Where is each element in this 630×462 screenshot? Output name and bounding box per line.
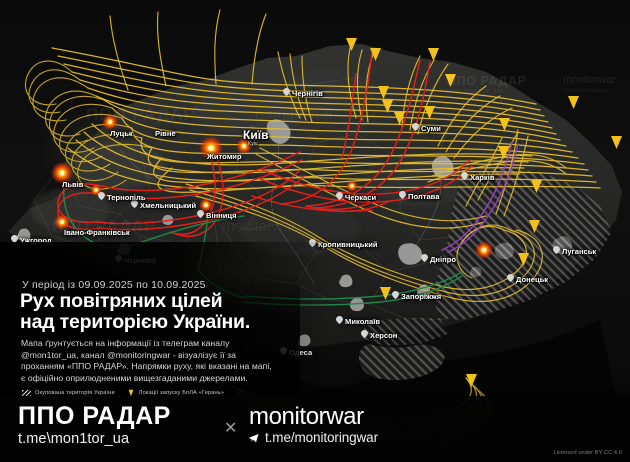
collab-separator: ✕ — [224, 420, 238, 437]
license-text: Licensed under BY CC 4.0 — [553, 450, 622, 456]
city-pin-icon — [412, 118, 419, 131]
monitorwar-url[interactable]: t.me/monitoringwar — [265, 430, 378, 445]
city-label: Херсон — [370, 331, 398, 340]
date-range: У період із 09.09.2025 по 10.09.2025 — [22, 279, 206, 291]
city-label: Дніпро — [430, 255, 456, 264]
city-label: Черкаси — [345, 193, 377, 202]
city-pin-icon — [11, 230, 18, 243]
city-label: Рівне — [155, 129, 176, 138]
city-label: Полтава — [408, 192, 440, 201]
impact-markers — [51, 114, 493, 259]
city-pin-icon — [421, 249, 428, 262]
description-text: Мапа ґрунтується на інформації із телегр… — [21, 338, 272, 383]
city-pin-icon — [283, 83, 290, 96]
city-label: Луцьк — [110, 129, 133, 138]
launch-markers — [346, 38, 622, 387]
city-label: Київ — [243, 128, 269, 142]
legend: Окупована територія України Локації запу… — [22, 389, 224, 397]
city-label: Луганськ — [562, 247, 597, 256]
city-label: Суми — [421, 124, 441, 133]
city-pin-icon — [309, 234, 316, 247]
city-pin-icon — [392, 286, 399, 299]
footer-bar — [0, 396, 630, 462]
city-pin-icon — [131, 195, 138, 208]
city-pin-icon — [336, 187, 343, 200]
city-label: Львів — [62, 180, 84, 189]
page-title: Рух повітряних цілей над територією Укра… — [20, 290, 251, 333]
city-pin-icon — [507, 269, 514, 282]
flight-tracks-layer — [24, 9, 601, 447]
hatch-swatch-icon — [22, 390, 31, 396]
legend-item-occupied: Окупована територія України — [22, 390, 115, 396]
city-label: Житомир — [207, 152, 242, 161]
city-label: Івано-Франківськ — [64, 228, 130, 237]
ppo-radar-url[interactable]: t.me\mon1tor_ua — [18, 431, 130, 447]
legend-item-launch-label: Локації запуску БпЛА «Герань» — [138, 390, 225, 396]
city-label-latin: Kyiv — [248, 141, 258, 147]
city-label: Вінниця — [206, 211, 237, 220]
city-label: Миколаїв — [345, 317, 380, 326]
city-label: Запоріжжя — [401, 292, 442, 301]
city-pin-icon — [461, 167, 468, 180]
occupied-territory-hatch — [359, 168, 612, 380]
city-pin-icon — [336, 311, 343, 324]
city-label: Чернігів — [292, 89, 323, 98]
triangle-marker-icon — [128, 389, 134, 397]
city-label: Донецьк — [516, 275, 549, 284]
city-pin-icon — [553, 241, 560, 254]
ppo-radar-logo: ППО РАДАР — [18, 402, 171, 430]
city-pin-icon — [98, 187, 105, 200]
city-pin-icon — [197, 205, 204, 218]
city-pin-icon — [399, 186, 406, 199]
city-label: Хмельницький — [140, 201, 197, 210]
city-label: Тернопіль — [107, 193, 146, 202]
monitorwar-logo: monitorwar — [249, 403, 364, 430]
city-label: Кропивницький — [318, 240, 378, 249]
telegram-icon — [248, 434, 259, 443]
legend-item-occupied-label: Окупована територія України — [35, 390, 115, 396]
legend-item-launch: Локації запуску БпЛА «Герань» — [127, 389, 224, 397]
city-pin-icon — [361, 325, 368, 338]
city-label: Харків — [470, 173, 495, 182]
city-label: Ужгород — [20, 236, 52, 245]
